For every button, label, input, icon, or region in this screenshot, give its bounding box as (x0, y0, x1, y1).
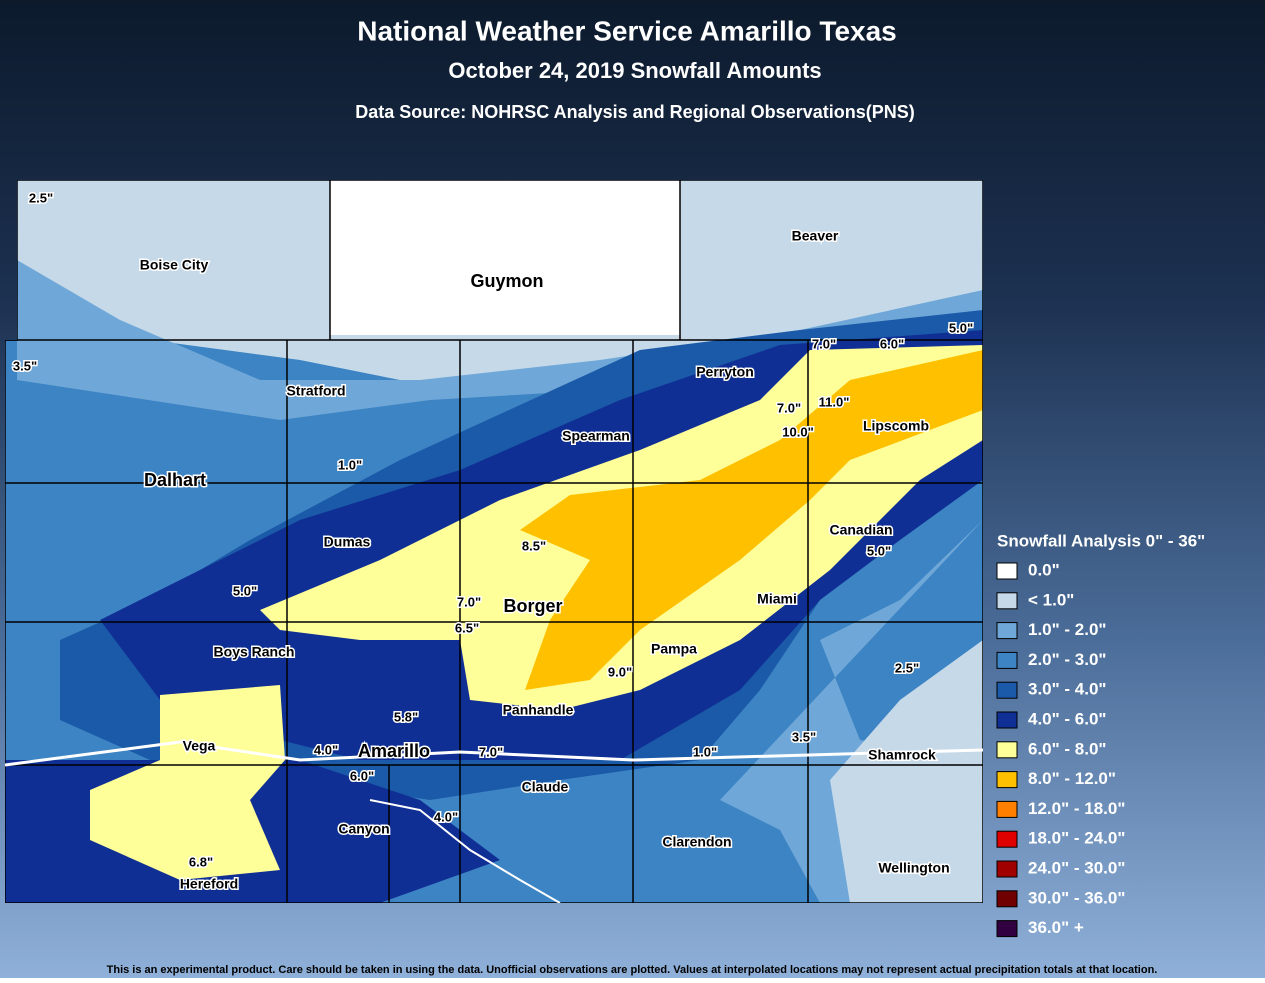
legend-swatch (996, 741, 1018, 759)
observation-label: 1.0" (338, 457, 362, 472)
legend-swatch (996, 920, 1018, 938)
title: National Weather Service Amarillo Texas (357, 15, 896, 46)
observation-label: 5.0" (233, 583, 257, 598)
city-label: Spearman (562, 428, 630, 444)
city-label: Dumas (324, 534, 371, 550)
legend-label: < 1.0" (1028, 590, 1074, 609)
legend-label: 18.0" - 24.0" (1028, 829, 1125, 848)
city-label: Boise City (140, 257, 209, 273)
legend-label: 4.0" - 6.0" (1028, 709, 1107, 728)
observation-label: 6.5" (455, 620, 479, 635)
observation-label: 11.0" (819, 394, 850, 409)
observation-label: 6.8" (189, 854, 213, 869)
observation-label: 5.0" (867, 543, 891, 558)
legend-label: 30.0" - 36.0" (1028, 888, 1125, 907)
observation-label: 2.5" (29, 190, 53, 205)
city-label: Lipscomb (863, 418, 929, 434)
city-label: Canyon (338, 821, 389, 837)
city-label: Dalhart (144, 470, 206, 490)
band-8-12 (520, 350, 983, 690)
city-label: Hereford (180, 876, 238, 892)
observation-label: 4.0" (434, 809, 458, 824)
legend-label: 0.0" (1028, 560, 1060, 579)
legend-label: 6.0" - 8.0" (1028, 739, 1107, 758)
legend-swatch (996, 830, 1018, 848)
legend-label: 36.0" + (1028, 918, 1084, 937)
legend-swatch (996, 771, 1018, 789)
city-label: Clarendon (662, 834, 731, 850)
observation-label: 2.5" (895, 660, 919, 675)
legend-swatch (996, 592, 1018, 610)
legend-label: 12.0" - 18.0" (1028, 799, 1125, 818)
city-label: Panhandle (503, 702, 574, 718)
city-label: Canadian (829, 522, 892, 538)
city-label: Boys Ranch (214, 644, 295, 660)
legend-label: 2.0" - 3.0" (1028, 650, 1107, 669)
observation-label: 6.0" (880, 336, 904, 351)
band-6-8-sw (90, 685, 285, 880)
legend-label: 24.0" - 30.0" (1028, 858, 1125, 877)
legend-swatch (996, 711, 1018, 729)
observation-label: 1.0" (693, 744, 717, 759)
legend-swatch (996, 651, 1018, 669)
city-label: Claude (522, 779, 569, 795)
observation-label: 8.5" (522, 538, 546, 553)
legend-swatch (996, 860, 1018, 878)
legend-label: 1.0" - 2.0" (1028, 620, 1107, 639)
legend-swatch (996, 800, 1018, 818)
legend-swatch (996, 562, 1018, 580)
band-1-2 (17, 260, 983, 420)
city-label: Amarillo (358, 741, 430, 761)
river (369, 799, 561, 903)
city-label: Beaver (792, 228, 839, 244)
observation-label: 6.0" (350, 768, 374, 783)
labels: Boise City Guymon Beaver Perryton Stratford S… (11, 189, 974, 893)
data-source: Data Source: NOHRSC Analysis and Regiona… (355, 102, 914, 122)
city-label: Stratford (286, 383, 345, 399)
city-label: Vega (183, 738, 216, 754)
city-label: Pampa (651, 641, 697, 657)
map (5, 180, 983, 903)
observation-label: 10.0" (782, 424, 813, 439)
city-label: Wellington (878, 860, 949, 876)
observation-label: 5.0" (949, 320, 973, 335)
city-label: Borger (503, 596, 562, 616)
band-zero (330, 180, 680, 335)
observation-label: 4.0" (314, 742, 338, 757)
observation-label: 7.0" (457, 594, 481, 609)
legend-swatch (996, 622, 1018, 640)
observation-label: 7.0" (777, 400, 801, 415)
observation-label: 3.5" (13, 358, 37, 373)
legend-title: Snowfall Analysis 0" - 36" (997, 531, 1205, 550)
observation-label: 9.0" (608, 664, 632, 679)
footer: This is an experimental product. Care sh… (107, 964, 1158, 976)
observation-label: 3.5" (792, 729, 816, 744)
subtitle: October 24, 2019 Snowfall Amounts (448, 58, 821, 83)
city-label: Guymon (470, 271, 543, 291)
city-label: Shamrock (868, 747, 936, 763)
legend-label: 3.0" - 4.0" (1028, 680, 1107, 699)
city-label: Miami (757, 591, 797, 607)
legend-swatch (996, 890, 1018, 908)
county-lines (5, 180, 983, 903)
city-label: Perryton (696, 364, 754, 380)
legend-swatch (996, 681, 1018, 699)
observation-label: 7.0" (812, 336, 836, 351)
legend-label: 8.0" - 12.0" (1028, 769, 1116, 788)
observation-label: 7.0" (479, 744, 503, 759)
observation-label: 5.8" (394, 709, 418, 724)
band-lt1-se (830, 640, 983, 903)
highway (5, 740, 983, 767)
